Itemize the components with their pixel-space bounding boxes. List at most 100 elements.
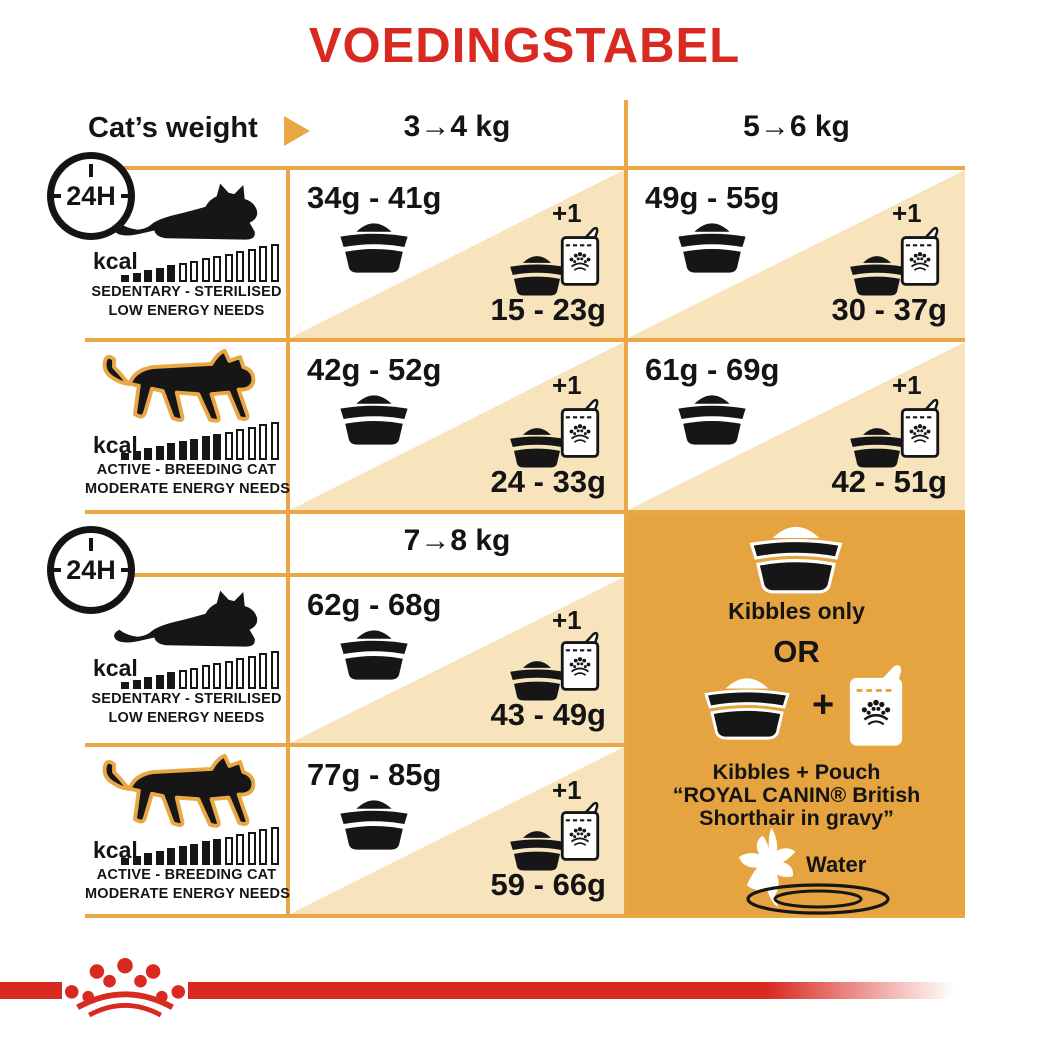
- clock-tick-right: [121, 568, 130, 572]
- clock-tick-left: [52, 194, 61, 198]
- kcal-bar: [190, 439, 198, 460]
- kibble-bowl-icon: [334, 625, 414, 683]
- pouch-icon: [558, 801, 602, 861]
- kcal-bar: [167, 672, 175, 689]
- kcal-bar: [121, 275, 129, 282]
- profile-caption-1: SEDENTARY - STERILISED: [91, 284, 282, 300]
- kibble-bowl-icon: [334, 795, 414, 853]
- plus-one-pouch-label: +1: [552, 198, 582, 228]
- kcal-bar: [213, 839, 221, 865]
- grid-line-vertical-2: [624, 100, 628, 918]
- profile-caption-2: LOW ENERGY NEEDS: [108, 303, 265, 319]
- kcal-bar: [213, 434, 221, 460]
- kcal-bar: [190, 668, 198, 689]
- profile-caption-1: ACTIVE - BREEDING CAT: [96, 462, 277, 478]
- column-header-5-6kg: 5→6 kg: [743, 110, 850, 143]
- kcal-bar: [213, 256, 221, 282]
- page-title: VOEDINGSTABEL: [308, 19, 741, 73]
- 24h-label: 24H: [66, 180, 116, 211]
- kcal-bar: [190, 844, 198, 865]
- kcal-bar: [167, 265, 175, 282]
- kcal-bar: [121, 682, 129, 689]
- kcal-bar: [224, 254, 233, 282]
- kcal-bar: [236, 429, 244, 460]
- kcal-bar: [178, 263, 187, 282]
- kcal-bar: [132, 680, 141, 689]
- kcal-bar: [224, 661, 233, 689]
- kcal-bar: [201, 665, 210, 689]
- kcal-bar: [132, 451, 141, 460]
- kcal-bar: [144, 677, 152, 689]
- kibbles-amount: 62g - 68g: [307, 587, 442, 622]
- profile-active-2: kcal ACTIVE - BREEDING CAT MODERATE ENER…: [85, 747, 290, 914]
- plus-one-pouch-label: +1: [552, 775, 582, 805]
- weight-arrow-icon: [284, 116, 310, 146]
- pouch-icon: [558, 226, 602, 286]
- brand-stripe-left: [0, 982, 62, 999]
- kcal-meter: [121, 645, 279, 689]
- 24h-clock-icon-2: 24H: [47, 526, 135, 614]
- kibbles-amount: 42g - 52g: [307, 352, 442, 387]
- mixed-amount: 15 - 23g: [490, 292, 606, 327]
- kcal-bar: [144, 448, 152, 460]
- kcal-bar: [270, 651, 279, 689]
- kibbles-only-label: Kibbles only: [728, 598, 865, 624]
- kcal-bar: [155, 675, 164, 689]
- kcal-bar: [167, 848, 175, 865]
- pouch-icon: [898, 226, 942, 286]
- grid-line-bottom: [85, 914, 965, 918]
- mixed-amount: 42 - 51g: [831, 464, 947, 499]
- kcal-bar: [155, 446, 164, 460]
- kcal-bar: [201, 258, 210, 282]
- kcal-bar: [121, 453, 129, 460]
- kibble-bowl-icon: [334, 390, 414, 448]
- feeding-cell-7-8kg-sedentary: 62g - 68g +1 43 - 49g: [290, 577, 624, 743]
- kcal-bar: [259, 653, 267, 689]
- feeding-cell-5-6kg-sedentary: 49g - 55g +1 30 - 37g: [628, 170, 965, 338]
- kcal-bar: [224, 432, 233, 460]
- kcal-bar: [155, 268, 164, 282]
- kcal-bar: [247, 832, 256, 865]
- mixed-feeding-line3: Shorthair in gravy”: [699, 806, 894, 830]
- feeding-cell-5-6kg-active: 61g - 69g +1 42 - 51g: [628, 342, 965, 510]
- kcal-bar: [236, 658, 244, 689]
- feeding-cell-3-4kg-active: 42g - 52g +1 24 - 33g: [290, 342, 624, 510]
- pouch-icon: [898, 398, 942, 458]
- grid-line-top: [85, 166, 965, 170]
- kcal-bar: [178, 670, 187, 689]
- kcal-meter: [121, 238, 279, 282]
- kibble-bowl-white-icon: [740, 520, 852, 596]
- kcal-label: kcal: [93, 837, 138, 863]
- plus-one-pouch-label: +1: [552, 370, 582, 400]
- kcal-bar: [190, 261, 198, 282]
- kcal-label: kcal: [93, 248, 138, 274]
- kcal-bar: [213, 663, 221, 689]
- kcal-bar: [201, 436, 210, 460]
- mixed-amount: 59 - 66g: [490, 867, 606, 902]
- kibble-bowl-icon: [672, 390, 752, 448]
- kcal-meter: [121, 821, 279, 865]
- royal-canin-crown-logo: [62, 956, 188, 1018]
- kcal-bar: [155, 851, 164, 865]
- mixed-feeding-line1: Kibbles + Pouch: [712, 760, 881, 784]
- grid-line-vertical-1: [286, 166, 290, 918]
- profile-sedentary-2: kcal SEDENTARY - STERILISED LOW ENERGY N…: [85, 577, 288, 743]
- kibble-bowl-icon: [672, 218, 752, 276]
- kcal-bar: [236, 251, 244, 282]
- grid-line-row1: [85, 338, 965, 342]
- mixed-amount: 30 - 37g: [831, 292, 947, 327]
- kibbles-amount: 49g - 55g: [645, 180, 780, 215]
- kcal-bar: [270, 244, 279, 282]
- kibble-bowl-white-icon: [694, 672, 800, 742]
- kcal-bar: [259, 246, 267, 282]
- kcal-bar: [270, 827, 279, 865]
- kibbles-amount: 34g - 41g: [307, 180, 442, 215]
- pouch-icon: [558, 398, 602, 458]
- kcal-bar: [270, 422, 279, 460]
- clock-tick-left: [52, 568, 61, 572]
- mixed-feeding-line2: “ROYAL CANIN® British: [672, 783, 921, 807]
- grid-line-subheader: [85, 573, 626, 577]
- feeding-cell-7-8kg-active: 77g - 85g +1 59 - 66g: [290, 747, 624, 914]
- kcal-bar: [132, 856, 141, 865]
